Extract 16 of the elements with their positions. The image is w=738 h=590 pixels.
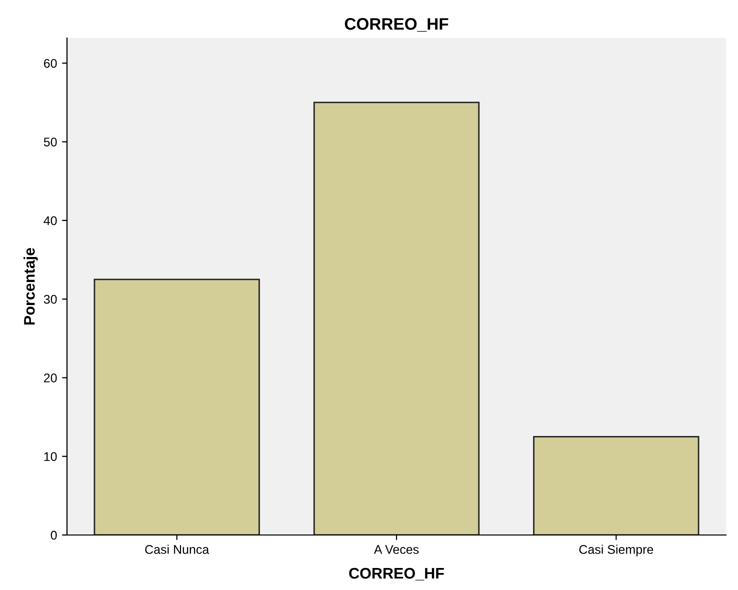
- x-tick-label: Casi Nunca: [145, 544, 210, 554]
- bar: [94, 278, 260, 535]
- x-tick-label: A Veces: [374, 545, 419, 554]
- x-tick-label: Casi Siempre: [579, 544, 654, 556]
- y-tick-label: 20: [44, 374, 57, 382]
- y-tick-label: 30: [44, 294, 57, 304]
- y-axis-title: Porcentaje: [24, 248, 38, 325]
- bar: [533, 436, 700, 535]
- chart-title: CORREO_HF: [344, 18, 448, 32]
- y-tick-label: 10: [44, 452, 57, 462]
- bar: [313, 102, 480, 535]
- y-tick-label: 60: [44, 58, 57, 68]
- y-tick-label: 40: [44, 216, 57, 226]
- y-tick-label: 0: [50, 530, 57, 540]
- x-axis-title: CORREO_HF: [349, 568, 444, 580]
- y-tick-label: 50: [44, 138, 57, 146]
